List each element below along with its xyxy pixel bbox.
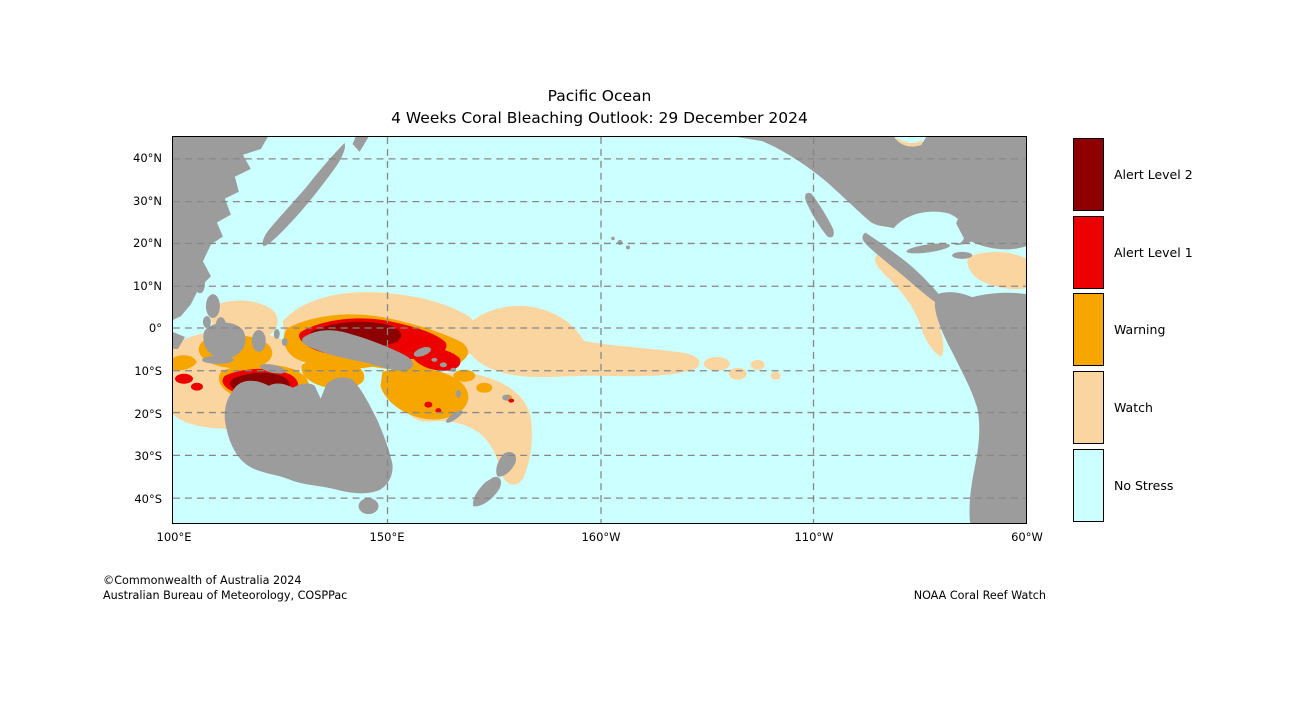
landmass-australia	[224, 377, 393, 494]
alert1-patch-coral-sea-2	[435, 408, 442, 414]
watch-patch-2	[728, 367, 747, 380]
landmass-hawaii-2	[625, 245, 630, 250]
lat-tick-40n: 40°N	[133, 151, 162, 165]
watch-region-central-pacific-band	[465, 305, 700, 378]
pacific-ocean-map	[172, 136, 1027, 524]
title-line-2: 4 Weeks Coral Bleaching Outlook: 29 Dece…	[391, 109, 808, 127]
watch-patch-4	[770, 371, 781, 380]
graticule	[173, 137, 1026, 523]
lon-tick-60w: 60°W	[1011, 530, 1043, 544]
landmass-hispaniola	[952, 251, 973, 259]
landmass-hawaii-1	[617, 239, 623, 245]
watch-region-central-america-coast	[874, 254, 944, 357]
map-canvas	[173, 137, 1026, 523]
landmass-timor	[260, 364, 286, 374]
landmass-new-caledonia	[445, 410, 463, 423]
lat-tick-30n: 30°N	[133, 194, 162, 208]
lon-tick-100e: 100°E	[156, 530, 192, 544]
lat-tick-20n: 20°N	[133, 236, 162, 250]
copyright-block: ©Commonwealth of Australia 2024 Australi…	[103, 573, 347, 603]
landmass-palawan	[202, 316, 211, 329]
landmass-new-guinea	[301, 330, 414, 371]
legend-item-warning: Warning	[1073, 291, 1293, 369]
landmass-south-america	[934, 292, 1026, 523]
watch-patch-1	[703, 356, 730, 371]
legend-label-no-stress: No Stress	[1114, 477, 1174, 493]
legend-label-watch: Watch	[1114, 400, 1153, 416]
legend-item-alert-level-1: Alert Level 1	[1073, 214, 1293, 292]
watch-patch-3	[750, 359, 765, 370]
landmass-new-zealand-north	[496, 451, 516, 477]
warning-patch-fiji-west	[476, 382, 493, 393]
legend-swatch-watch	[1073, 371, 1104, 445]
legend-item-no-stress: No Stress	[1073, 446, 1293, 524]
legend-label-alert-level-1: Alert Level 1	[1114, 244, 1193, 260]
landmass-kuril	[352, 137, 369, 152]
lon-tick-160w: 160°W	[581, 530, 621, 544]
lat-tick-30s: 30°S	[134, 449, 162, 463]
landmass-cuba	[906, 243, 950, 254]
copyright-line-2: Australian Bureau of Meteorology, COSPPa…	[103, 589, 348, 602]
lat-tick-20s: 20°S	[134, 407, 162, 421]
landmass-florida	[956, 212, 972, 241]
landmass-vanuatu	[455, 389, 461, 398]
legend-swatch-alert-level-1	[1073, 215, 1104, 289]
landmass-taiwan	[194, 275, 205, 294]
watch-region-caribbean-east	[967, 252, 1026, 290]
landmasses	[173, 137, 1026, 523]
lon-tick-110w: 110°W	[794, 530, 834, 544]
alert1-patch-west-2	[190, 382, 203, 391]
legend: Alert Level 2 Alert Level 1 Warning Watc…	[1073, 136, 1293, 524]
legend-label-warning: Warning	[1114, 322, 1166, 338]
landmass-fiji	[502, 394, 511, 401]
alert1-patch-fiji	[508, 398, 515, 403]
landmass-sulawesi	[251, 330, 266, 352]
legend-item-alert-level-2: Alert Level 2	[1073, 136, 1293, 214]
lat-tick-10s: 10°S	[134, 364, 162, 378]
landmass-moluccas-2	[281, 337, 288, 346]
landmass-solomons-2	[439, 362, 447, 368]
landmass-new-zealand-south	[472, 476, 502, 507]
landmass-central-america	[862, 232, 941, 303]
landmass-sumatra	[173, 331, 185, 349]
noaa-credit: NOAA Coral Reef Watch	[913, 589, 1046, 602]
legend-swatch-no-stress	[1073, 448, 1104, 522]
lat-tick-0: 0°	[148, 321, 162, 335]
landmass-japan	[262, 142, 345, 247]
lon-tick-150e: 150°E	[369, 530, 405, 544]
landmass-solomons-1	[431, 357, 438, 362]
legend-label-alert-level-2: Alert Level 2	[1114, 167, 1193, 183]
legend-swatch-warning	[1073, 293, 1104, 367]
lat-tick-40s: 40°S	[134, 492, 162, 506]
legend-swatch-alert-level-2	[1073, 138, 1104, 212]
gulf-of-mexico-water	[890, 211, 966, 248]
figure-title: Pacific Ocean 4 Weeks Coral Bleaching Ou…	[172, 85, 1027, 129]
landmass-luzon	[205, 294, 220, 319]
landmass-asia	[173, 137, 268, 321]
alert1-patch-coral-sea-1	[424, 401, 433, 408]
warning-patch-vanuatu	[453, 369, 476, 382]
landmass-baja-california	[805, 192, 834, 238]
landmass-moluccas-1	[273, 329, 280, 339]
landmass-java	[201, 355, 234, 364]
landmass-hawaii-3	[611, 236, 615, 241]
title-line-1: Pacific Ocean	[547, 87, 652, 105]
alert1-patch-west-1	[174, 373, 193, 384]
lat-tick-10n: 10°N	[133, 279, 162, 293]
landmass-borneo	[203, 322, 246, 359]
landmass-new-britain	[413, 347, 431, 357]
warning-region-coral-sea	[380, 367, 469, 420]
warning-region-south-java	[173, 355, 197, 371]
legend-item-watch: Watch	[1073, 369, 1293, 447]
landmass-tasmania	[358, 498, 379, 515]
copyright-line-1: ©Commonwealth of Australia 2024	[103, 574, 302, 587]
